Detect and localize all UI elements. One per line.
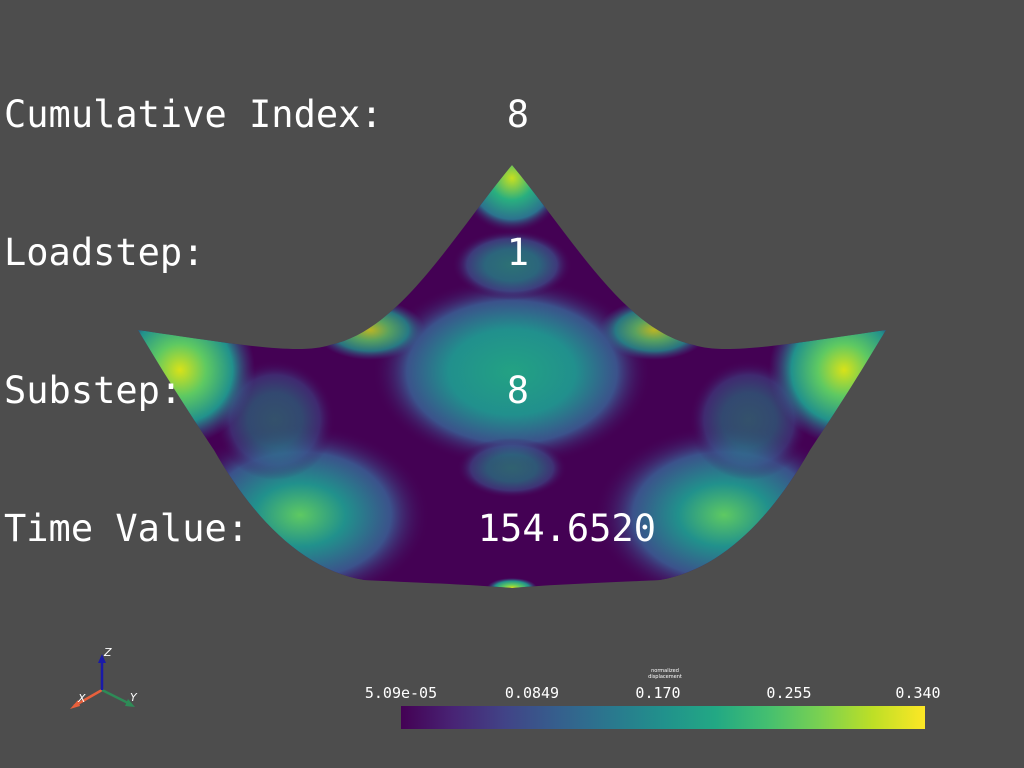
- loadstep-value: 1: [506, 231, 529, 274]
- info-row-time-value: Time Value: 154.6520: [4, 506, 664, 552]
- z-axis-arrowhead: [98, 654, 106, 663]
- x-axis-arrowhead: [70, 700, 80, 709]
- orientation-axes-triad: X Y Z: [70, 646, 138, 709]
- scalar-bar-tick-2: 0.170: [635, 684, 681, 702]
- time-value-value: 154.6520: [477, 507, 656, 550]
- substep-value: 8: [506, 369, 529, 412]
- y-axis-line: [101, 688, 131, 706]
- info-row-substep: Substep: 8: [4, 368, 664, 414]
- scalar-bar-tick-3: 0.255: [766, 684, 812, 702]
- info-text-overlay: Cumulative Index: 8 Loadstep: 1 Substep:…: [4, 0, 664, 644]
- cumulative-index-label: Cumulative Index:: [4, 93, 383, 136]
- info-row-loadstep: Loadstep: 1: [4, 230, 664, 276]
- y-axis-arrowhead: [125, 699, 135, 707]
- scalar-bar-tick-4: 0.340: [895, 684, 941, 702]
- info-row-cumulative-index: Cumulative Index: 8: [4, 92, 664, 138]
- z-axis-label: Z: [103, 646, 112, 659]
- scalar-bar-tick-1: 0.0849: [504, 684, 560, 702]
- scalar-bar-ticks: 5.09e-05 0.0849 0.170 0.255 0.340: [340, 684, 980, 704]
- loadstep-label: Loadstep:: [4, 231, 205, 274]
- scalar-bar-legend: normalized displacement 5.09e-05 0.0849 …: [340, 664, 980, 734]
- time-value-label: Time Value:: [4, 507, 250, 550]
- substep-label: Substep:: [4, 369, 183, 412]
- x-axis-label: X: [77, 692, 86, 705]
- cumulative-index-value: 8: [506, 93, 529, 136]
- scalar-bar-title: normalized displacement: [648, 668, 682, 680]
- y-axis-label: Y: [130, 691, 138, 704]
- scalar-bar-colormap: [401, 706, 925, 729]
- scalar-bar-tick-0: 5.09e-05: [364, 684, 438, 702]
